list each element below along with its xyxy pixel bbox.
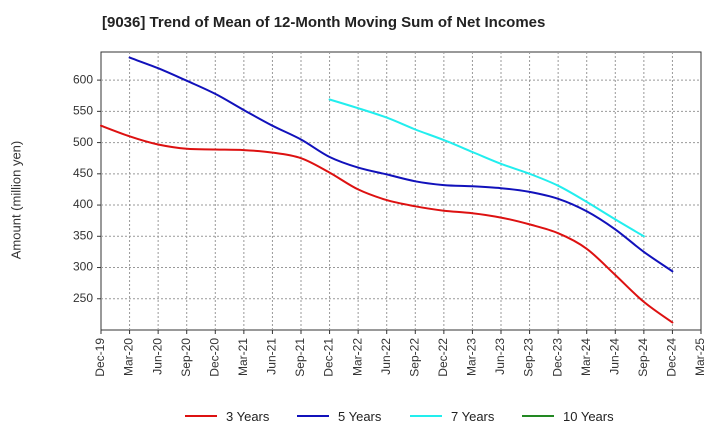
x-tick-label: Mar-21	[236, 338, 250, 376]
legend-swatch-7-years	[410, 415, 442, 417]
x-tick-label: Dec-23	[550, 338, 564, 377]
legend-item-10-years: 10 Years	[522, 406, 614, 426]
y-tick-label: 450	[73, 166, 93, 180]
chart-title: [9036] Trend of Mean of 12-Month Moving …	[102, 14, 546, 31]
legend-swatch-10-years	[522, 415, 554, 417]
series-line-5-years	[128, 56, 674, 273]
legend: 3 Years 5 Years 7 Years 10 Years	[0, 406, 720, 426]
x-tick-label: Mar-24	[579, 338, 593, 376]
legend-item-5-years: 5 Years	[297, 406, 381, 426]
grid-lines	[101, 52, 701, 330]
x-tick-label: Mar-20	[122, 338, 136, 376]
x-tick-label: Sep-22	[407, 338, 421, 377]
x-tick-label: Jun-23	[493, 338, 507, 375]
x-tick-label: Sep-21	[293, 338, 307, 377]
legend-swatch-3-years	[185, 415, 217, 417]
x-tick-label: Sep-20	[179, 338, 193, 377]
legend-item-7-years: 7 Years	[410, 406, 494, 426]
series-line-3-years	[100, 124, 674, 324]
x-tick-label: Dec-22	[436, 338, 450, 377]
x-tick-label: Jun-24	[607, 338, 621, 375]
legend-label-10-years: 10 Years	[563, 408, 614, 424]
y-tick-label: 550	[73, 104, 93, 118]
legend-label-3-years: 3 Years	[226, 408, 270, 424]
x-tick-label: Mar-22	[350, 338, 364, 376]
legend-label-7-years: 7 Years	[451, 408, 495, 424]
y-tick-label: 600	[73, 72, 93, 86]
x-tick-label: Dec-24	[665, 338, 679, 377]
x-tick-label: Mar-25	[693, 338, 707, 376]
x-tick-label: Dec-21	[322, 338, 336, 377]
x-tick-label: Dec-19	[93, 338, 107, 377]
y-tick-label: 500	[73, 135, 93, 149]
y-tick-label: 250	[73, 291, 93, 305]
x-tick-label: Dec-20	[207, 338, 221, 377]
y-tick-label: 400	[73, 197, 93, 211]
series-lines	[100, 56, 674, 324]
x-tick-label: Sep-23	[522, 338, 536, 377]
x-tick-label: Jun-20	[150, 338, 164, 375]
y-tick-labels: 250 300 350 400 450 500 550 600	[73, 72, 101, 305]
series-line-7-years	[328, 98, 645, 238]
legend-label-5-years: 5 Years	[338, 408, 382, 424]
x-tick-label: Sep-24	[636, 338, 650, 377]
x-tick-label: Jun-22	[379, 338, 393, 375]
legend-item-3-years: 3 Years	[185, 406, 269, 426]
x-tick-labels: Dec-19 Mar-20 Jun-20 Sep-20 Dec-20 Mar-21 Jun-…	[93, 330, 707, 377]
x-tick-label: Jun-21	[265, 338, 279, 375]
y-tick-label: 350	[73, 228, 93, 242]
x-tick-label: Mar-23	[465, 338, 479, 376]
plot-area	[100, 51, 702, 331]
legend-swatch-5-years	[297, 415, 329, 417]
y-tick-label: 300	[73, 260, 93, 274]
